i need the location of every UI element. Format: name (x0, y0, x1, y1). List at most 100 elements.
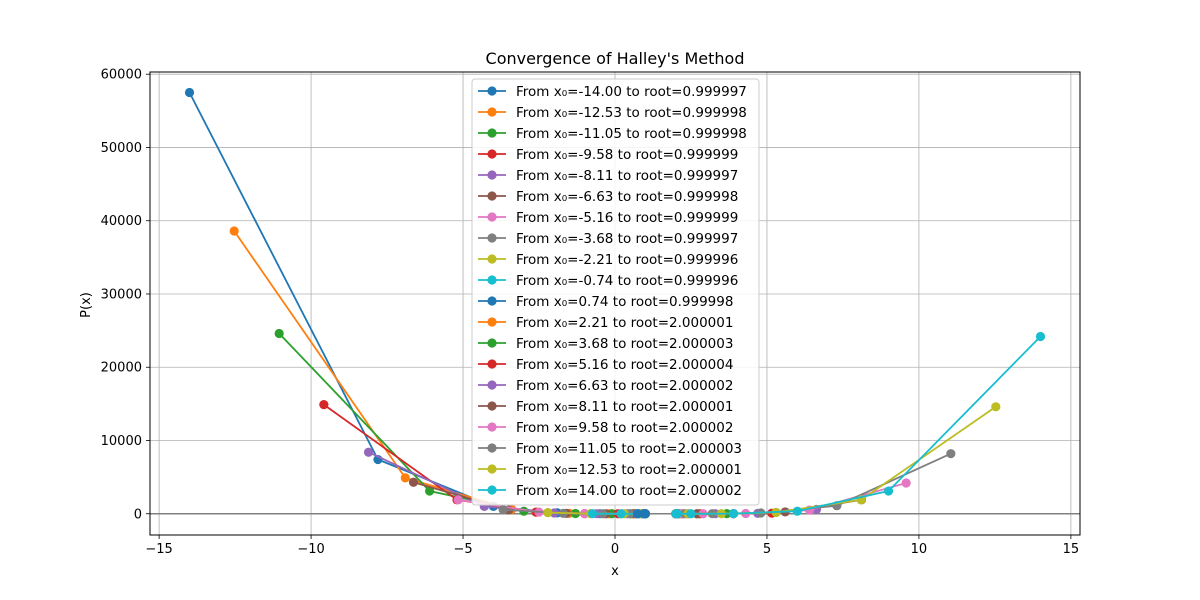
legend-entry: From x₀=14.00 to root=2.000002 (478, 483, 742, 499)
legend-entry: From x₀=-8.11 to root=0.999997 (478, 168, 738, 184)
legend-entry: From x₀=3.68 to root=2.000003 (478, 336, 733, 352)
x-tick-label: −15 (145, 542, 172, 557)
legend-entry: From x₀=-3.68 to root=0.999997 (478, 231, 738, 247)
legend-label: From x₀=-6.63 to root=0.999998 (516, 189, 738, 205)
data-point (671, 509, 681, 519)
legend-label: From x₀=-14.00 to root=0.999997 (516, 84, 747, 100)
data-point (587, 509, 598, 519)
y-tick-label: 10000 (101, 434, 142, 449)
x-tick-label: 10 (911, 542, 928, 557)
legend-entry: From x₀=-14.00 to root=0.999997 (478, 84, 747, 100)
legend-marker (487, 86, 497, 96)
legend-entry: From x₀=-9.58 to root=0.999999 (478, 147, 738, 163)
legend-entry: From x₀=-12.53 to root=0.999998 (478, 105, 747, 121)
data-point (274, 328, 284, 339)
legend-label: From x₀=14.00 to root=2.000002 (516, 483, 742, 499)
x-tick-label: −5 (453, 542, 472, 557)
data-point (543, 508, 553, 518)
axis-ticks: −15 −10 −5 0 5 10 15 0 10000 20000 30000 40000 50000… (101, 68, 1080, 557)
data-point (408, 477, 419, 487)
data-point (425, 486, 435, 496)
legend-marker (487, 191, 497, 201)
legend-entry: From x₀=8.11 to root=2.000001 (478, 399, 733, 415)
data-point (453, 495, 463, 505)
data-point (946, 449, 956, 459)
legend-marker (487, 149, 497, 159)
legend-label: From x₀=11.05 to root=2.000003 (516, 441, 742, 457)
legend-marker (487, 380, 497, 390)
data-point (184, 87, 195, 98)
legend-entry: From x₀=2.21 to root=2.000001 (478, 315, 733, 331)
x-axis-label: x (611, 564, 619, 579)
legend-marker (487, 338, 497, 348)
legend-entry: From x₀=-6.63 to root=0.999998 (478, 189, 738, 205)
legend-label: From x₀=5.16 to root=2.000004 (516, 357, 733, 373)
legend-marker (487, 443, 497, 453)
legend-entry: From x₀=-5.16 to root=0.999999 (478, 210, 738, 226)
legend-marker (487, 128, 497, 138)
series (671, 331, 1046, 519)
y-tick-label: 60000 (101, 68, 142, 83)
data-point (640, 509, 650, 519)
legend-marker (487, 317, 497, 327)
y-tick-label: 50000 (101, 141, 142, 156)
series (632, 509, 650, 519)
data-point (728, 509, 739, 519)
legend-marker (487, 485, 497, 495)
legend-label: From x₀=-3.68 to root=0.999997 (516, 231, 738, 247)
legend-label: From x₀=-0.74 to root=0.999996 (516, 273, 738, 289)
legend-marker (487, 107, 497, 117)
chart-title: Convergence of Halley's Method (486, 49, 745, 68)
legend-marker (487, 464, 497, 474)
legend-label: From x₀=0.74 to root=0.999998 (516, 294, 733, 310)
data-point (363, 447, 374, 457)
legend-marker (487, 212, 497, 222)
legend-entry: From x₀=11.05 to root=2.000003 (478, 441, 742, 457)
data-point (319, 399, 329, 410)
x-tick-label: 5 (763, 542, 771, 557)
legend-entry: From x₀=0.74 to root=0.999998 (478, 294, 733, 310)
data-point (991, 402, 1001, 412)
legend-entry: From x₀=9.58 to root=2.000002 (478, 420, 733, 436)
y-tick-label: 40000 (101, 214, 142, 229)
x-tick-label: 0 (611, 542, 619, 557)
y-tick-label: 20000 (101, 361, 142, 376)
legend-label: From x₀=2.21 to root=2.000001 (516, 315, 733, 331)
data-point (632, 509, 643, 519)
y-tick-label: 30000 (101, 287, 142, 302)
legend-label: From x₀=8.11 to root=2.000001 (516, 399, 733, 415)
data-point (792, 506, 802, 516)
x-tick-label: −10 (297, 542, 324, 557)
legend-label: From x₀=-5.16 to root=0.999999 (516, 210, 738, 226)
legend-marker (487, 233, 497, 243)
legend-marker (487, 254, 497, 264)
y-tick-label: 0 (134, 507, 142, 522)
y-axis-label: P(x) (79, 292, 94, 318)
legend: From x₀=-14.00 to root=0.999997 From x₀=-… (471, 78, 760, 506)
data-point (686, 509, 696, 519)
data-point (400, 473, 410, 483)
legend-entry: From x₀=6.63 to root=2.000002 (478, 378, 733, 394)
legend-marker (487, 359, 497, 369)
legend-marker (487, 401, 497, 411)
legend-marker (487, 170, 497, 180)
legend-label: From x₀=-12.53 to root=0.999998 (516, 105, 747, 121)
legend-entry: From x₀=-0.74 to root=0.999996 (478, 273, 738, 289)
legend-label: From x₀=-11.05 to root=0.999998 (516, 126, 747, 142)
data-point (883, 486, 894, 496)
legend-marker (487, 296, 497, 306)
legend-marker (487, 422, 497, 432)
legend-label: From x₀=9.58 to root=2.000002 (516, 420, 733, 436)
legend-label: From x₀=-8.11 to root=0.999997 (516, 168, 738, 184)
data-point (1035, 331, 1046, 342)
legend-label: From x₀=6.63 to root=2.000002 (516, 378, 733, 394)
legend-label: From x₀=12.53 to root=2.000001 (516, 462, 742, 478)
legend-label: From x₀=-9.58 to root=0.999999 (516, 147, 738, 163)
legend-label: From x₀=-2.21 to root=0.999996 (516, 252, 738, 268)
legend-entry: From x₀=5.16 to root=2.000004 (478, 357, 733, 373)
data-point (901, 478, 911, 488)
legend-box (471, 78, 760, 506)
data-point (229, 226, 239, 236)
data-point (616, 509, 626, 519)
